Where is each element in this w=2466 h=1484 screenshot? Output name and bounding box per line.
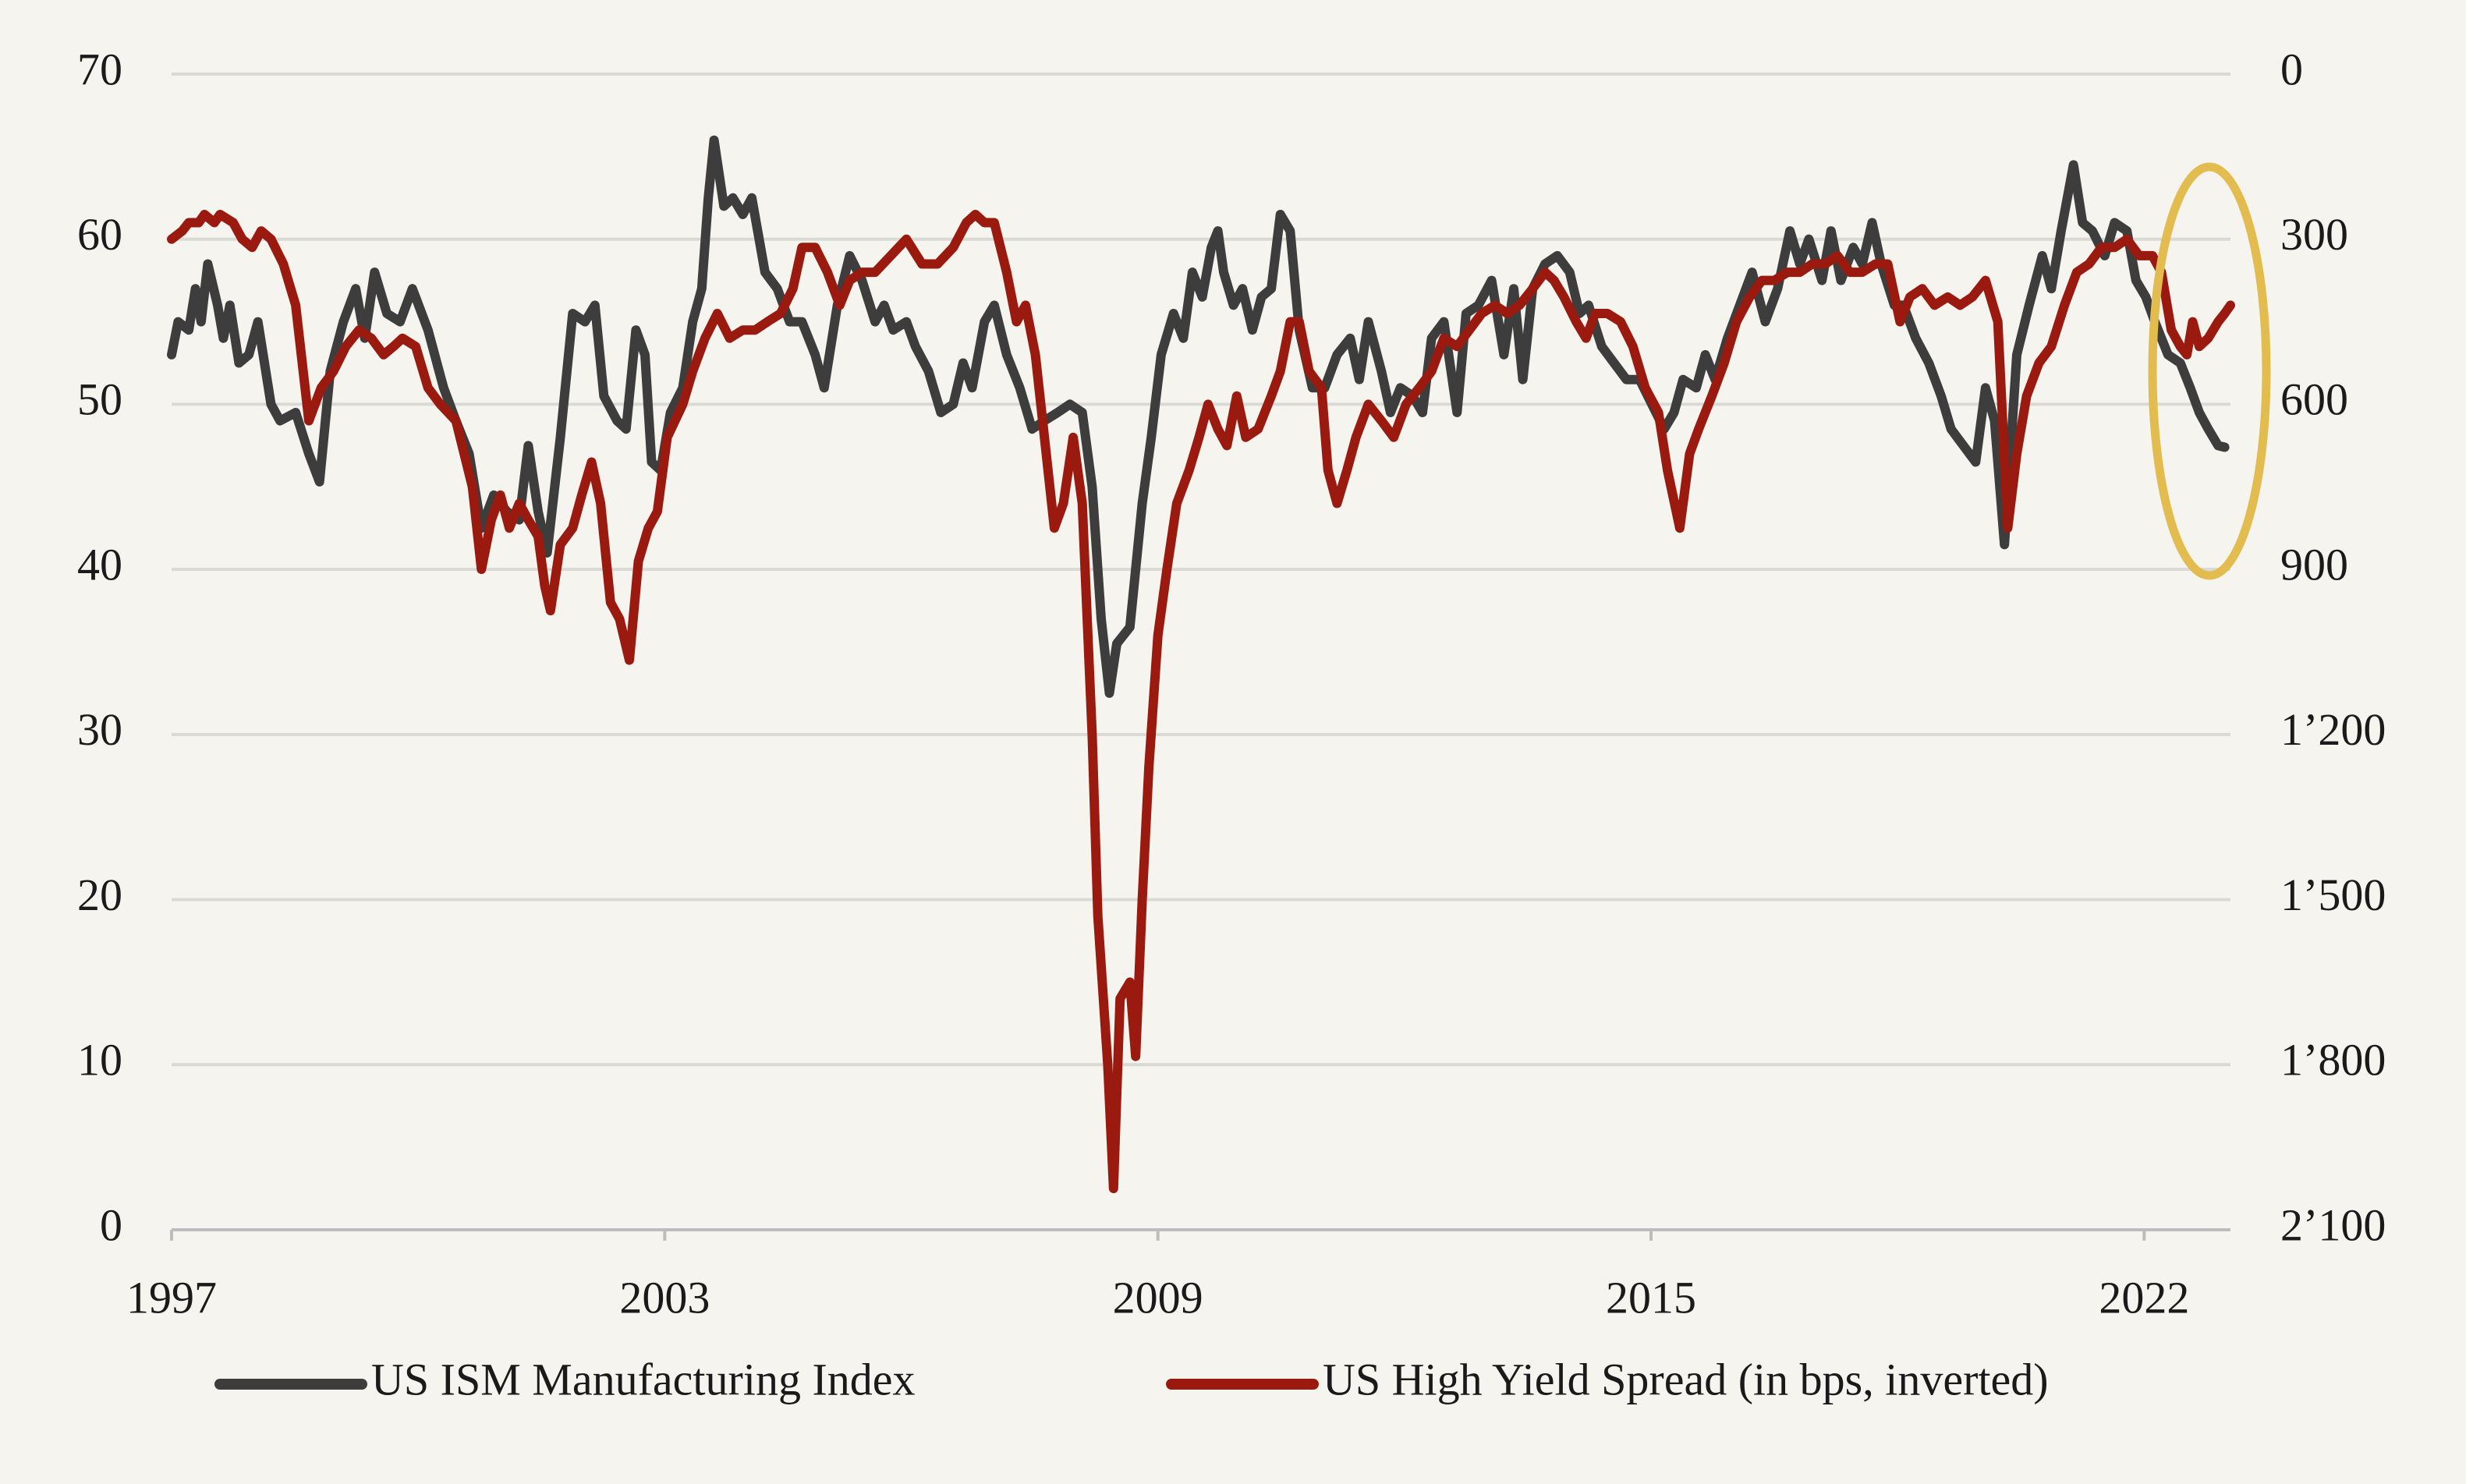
y-tick-label: 50 bbox=[77, 374, 122, 425]
y2-tick-label: 600 bbox=[2280, 374, 2348, 425]
y2-tick-label: 0 bbox=[2280, 44, 2303, 94]
y2-tick-label: 1’800 bbox=[2280, 1035, 2386, 1086]
legend-label: US High Yield Spread (in bps, inverted) bbox=[1323, 1354, 2049, 1404]
y-tick-label: 20 bbox=[77, 870, 122, 920]
y-tick-label: 60 bbox=[77, 209, 122, 260]
x-tick-label: 2009 bbox=[1113, 1272, 1203, 1323]
x-tick-label: 2003 bbox=[619, 1272, 710, 1323]
y-tick-label: 30 bbox=[77, 704, 122, 755]
y2-tick-label: 1’500 bbox=[2280, 870, 2386, 920]
legend-label: US ISM Manufacturing Index bbox=[371, 1354, 916, 1404]
y2-tick-label: 900 bbox=[2280, 539, 2348, 590]
x-tick-label: 2022 bbox=[2099, 1272, 2189, 1323]
y-tick-label: 0 bbox=[100, 1199, 122, 1250]
y-tick-label: 10 bbox=[77, 1035, 122, 1086]
x-tick-label: 1997 bbox=[126, 1272, 217, 1323]
lines-layer bbox=[167, 135, 2235, 1194]
legend: US ISM Manufacturing Index US High Yield … bbox=[214, 1354, 2049, 1404]
y-tick-label: 70 bbox=[77, 44, 122, 94]
y2-tick-label: 2’100 bbox=[2280, 1199, 2386, 1250]
y-tick-label: 40 bbox=[77, 539, 122, 590]
y2-tick-label: 300 bbox=[2280, 209, 2348, 260]
y2-tick-label: 1’200 bbox=[2280, 704, 2386, 755]
series-line bbox=[167, 210, 2235, 1194]
highlight-ellipse bbox=[2148, 162, 2271, 580]
x-tick-label: 2015 bbox=[1606, 1272, 1696, 1323]
grid-layer: 0 10 20 30 40 50 60 70 0 300 600 900 1’200 1’500 1’800… bbox=[77, 44, 2386, 1323]
